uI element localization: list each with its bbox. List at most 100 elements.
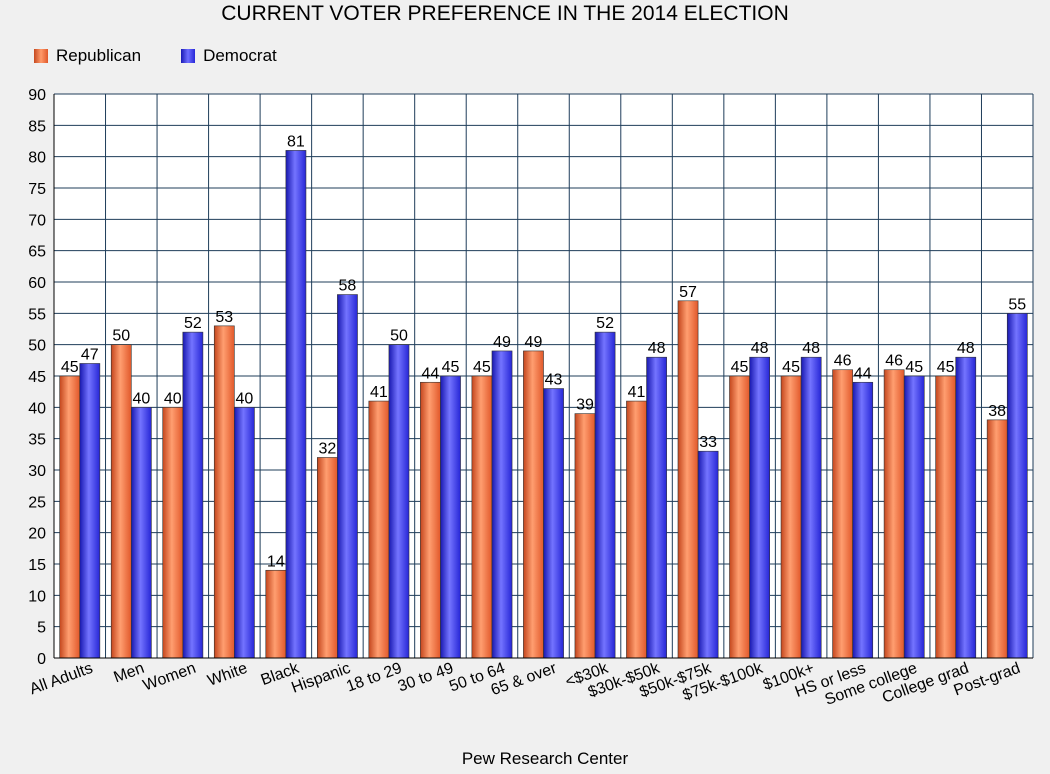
data-label-democrat-college-grad: 48 — [957, 340, 975, 357]
data-label-republican-30k-50k: 41 — [628, 384, 646, 401]
legend-swatch-democrat — [181, 49, 196, 63]
legend-item-republican: Republican — [34, 46, 141, 66]
data-label-democrat-50-to-64: 49 — [493, 334, 511, 351]
y-tick-label: 0 — [37, 651, 46, 668]
chart-title: CURRENT VOTER PREFERENCE IN THE 2014 ELE… — [221, 2, 789, 25]
y-tick-label: 30 — [28, 463, 46, 480]
data-label-democrat-men: 40 — [132, 390, 150, 407]
bar-democrat-women — [182, 331, 204, 659]
y-tick-label: 75 — [28, 181, 46, 198]
bar-republican-30k — [574, 413, 596, 659]
data-label-republican-women: 40 — [164, 390, 182, 407]
data-label-republican-college-grad: 45 — [937, 359, 955, 376]
bar-democrat-50k-75k — [697, 450, 719, 659]
data-label-democrat-white: 40 — [235, 390, 253, 407]
data-label-democrat-18-to-29: 50 — [390, 328, 408, 345]
bar-democrat-hs-or-less — [852, 381, 874, 659]
y-tick-label: 90 — [28, 87, 46, 104]
bar-democrat-30k-50k — [646, 356, 667, 659]
data-label-republican-hs-or-less: 46 — [834, 353, 852, 370]
y-tick-label: 65 — [28, 244, 46, 261]
y-tick-label: 20 — [28, 526, 46, 543]
data-label-democrat-30k: 52 — [596, 315, 614, 332]
source-credit: Pew Research Center — [461, 749, 629, 768]
y-tick-label: 35 — [28, 432, 46, 449]
data-label-republican-100k: 45 — [782, 359, 800, 376]
y-tick-label: 45 — [28, 369, 46, 386]
bar-democrat-50-to-64 — [491, 350, 513, 659]
bar-republican-100k — [780, 375, 802, 659]
data-label-democrat-50k-75k: 33 — [699, 434, 717, 451]
data-label-republican-all-adults: 45 — [61, 359, 79, 376]
y-tick-label: 25 — [28, 494, 46, 511]
bar-republican-30k-50k — [626, 400, 647, 659]
data-label-republican-65-over: 49 — [525, 334, 543, 351]
data-label-democrat-women: 52 — [184, 315, 202, 332]
bar-republican-post-grad — [986, 419, 1008, 659]
bar-democrat-white — [234, 407, 255, 659]
y-tick-label: 80 — [28, 150, 46, 167]
y-tick-label: 85 — [28, 118, 46, 135]
y-tick-label: 5 — [37, 620, 46, 637]
data-label-democrat-30-to-49: 45 — [442, 359, 460, 376]
legend-swatch-republican — [34, 49, 48, 63]
data-label-republican-post-grad: 38 — [988, 403, 1006, 420]
x-tick-label-women: Women — [141, 660, 198, 695]
legend-label-republican: Republican — [56, 46, 142, 65]
bar-republican-women — [162, 407, 184, 659]
bar-republican-65-over — [523, 350, 544, 659]
x-tick-label-white: White — [205, 660, 249, 690]
x-tick-label-30-to-49: 30 to 49 — [396, 660, 456, 696]
bar-democrat-75k-100k — [749, 356, 771, 659]
bar-democrat-post-grad — [1006, 313, 1028, 659]
data-label-democrat-black: 81 — [287, 133, 305, 150]
legend: Republican Democrat — [34, 46, 317, 66]
data-label-republican-some-college: 46 — [885, 353, 903, 370]
data-label-democrat-100k: 48 — [802, 340, 820, 357]
bar-democrat-30-to-49 — [440, 375, 461, 659]
data-label-republican-30-to-49: 44 — [422, 365, 440, 382]
data-label-democrat-post-grad: 55 — [1008, 296, 1026, 313]
bar-democrat-30k — [594, 331, 616, 659]
data-label-republican-50-to-64: 45 — [473, 359, 491, 376]
legend-label-democrat: Democrat — [203, 46, 277, 65]
data-label-republican-75k-100k: 45 — [731, 359, 749, 376]
y-tick-label: 50 — [28, 338, 46, 355]
data-label-republican-hispanic: 32 — [318, 440, 336, 457]
x-tick-label-hispanic: Hispanic — [289, 660, 352, 697]
bar-republican-college-grad — [935, 375, 957, 659]
bar-democrat-black — [285, 150, 307, 659]
data-label-republican-50k-75k: 57 — [679, 284, 697, 301]
bar-republican-black — [265, 569, 287, 659]
data-label-democrat-65-over: 43 — [545, 372, 563, 389]
bar-democrat-all-adults — [79, 363, 101, 659]
data-label-republican-30k: 39 — [576, 397, 594, 414]
bars — [59, 150, 1028, 659]
data-label-democrat-all-adults: 47 — [81, 346, 99, 363]
bar-republican-all-adults — [59, 375, 81, 659]
y-tick-label: 10 — [28, 588, 46, 605]
bar-republican-50k-75k — [677, 300, 699, 659]
y-tick-label: 40 — [28, 400, 46, 417]
data-label-republican-men: 50 — [112, 328, 130, 345]
bar-republican-white — [213, 325, 235, 659]
bar-republican-some-college — [883, 369, 905, 659]
bar-democrat-100k — [800, 356, 822, 659]
bar-democrat-18-to-29 — [388, 344, 410, 659]
data-label-democrat-some-college: 45 — [905, 359, 923, 376]
y-tick-label: 15 — [28, 557, 46, 574]
data-label-republican-white: 53 — [215, 309, 233, 326]
data-label-democrat-hs-or-less: 44 — [854, 365, 872, 382]
bar-republican-hs-or-less — [832, 369, 853, 659]
bar-democrat-college-grad — [955, 356, 977, 659]
data-label-democrat-75k-100k: 48 — [751, 340, 769, 357]
bar-republican-50-to-64 — [471, 375, 493, 659]
bar-republican-30-to-49 — [420, 381, 441, 659]
x-tick-label-18-to-29: 18 to 29 — [344, 660, 404, 696]
bar-democrat-hispanic — [337, 294, 358, 659]
y-axis: 0 5 10 15 20 25 30 35 40 45 50 55 60 65 70 75 80 85 90 — [28, 87, 55, 668]
data-label-republican-black: 14 — [267, 553, 285, 570]
